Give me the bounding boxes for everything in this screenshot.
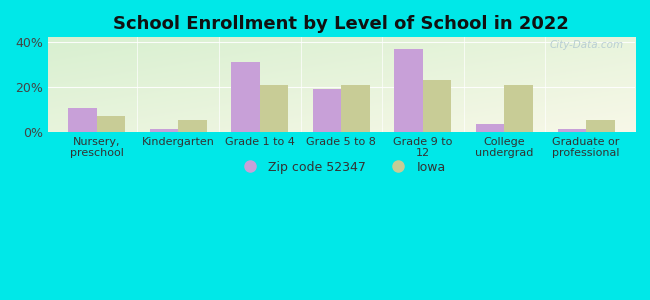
Bar <box>476 124 504 132</box>
Bar <box>97 116 125 132</box>
Bar <box>260 85 289 132</box>
Bar <box>586 119 615 132</box>
Bar <box>558 128 586 132</box>
Bar <box>341 85 370 132</box>
Bar <box>395 49 423 132</box>
Bar <box>423 80 452 132</box>
Bar <box>504 85 533 132</box>
Bar <box>150 128 178 132</box>
Legend: Zip code 52347, Iowa: Zip code 52347, Iowa <box>232 156 450 178</box>
Bar <box>313 89 341 132</box>
Title: School Enrollment by Level of School in 2022: School Enrollment by Level of School in … <box>114 15 569 33</box>
Text: City-Data.com: City-Data.com <box>549 40 623 50</box>
Bar <box>231 62 260 132</box>
Bar <box>68 108 97 132</box>
Bar <box>178 119 207 132</box>
